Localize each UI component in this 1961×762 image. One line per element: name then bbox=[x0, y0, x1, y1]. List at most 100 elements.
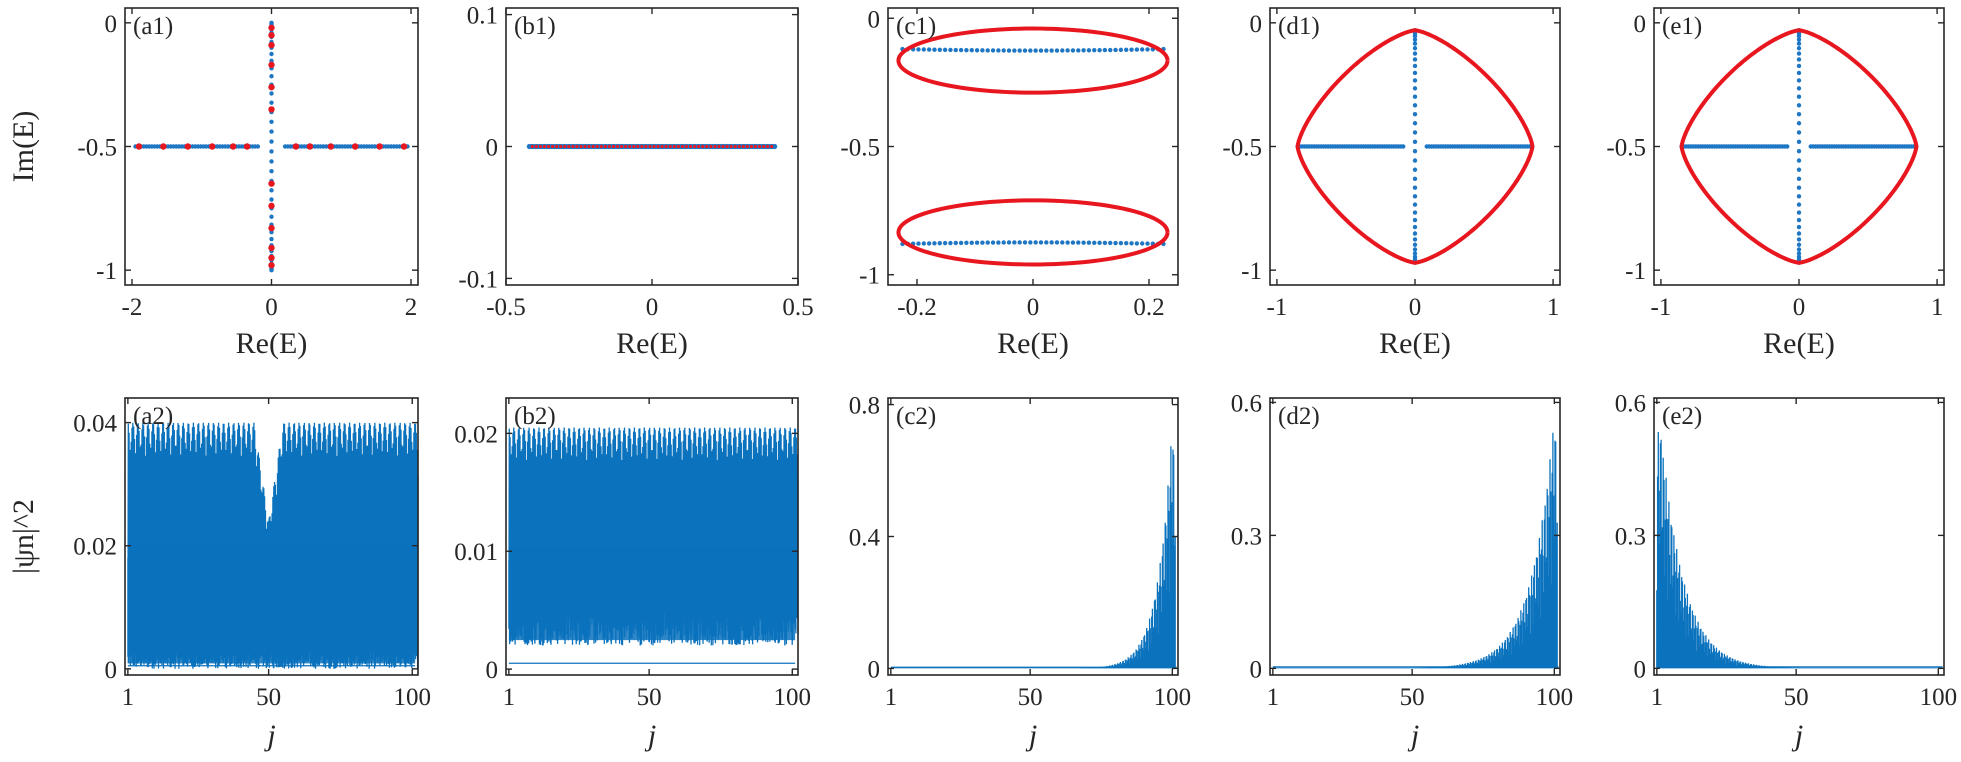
series-wavefunction bbox=[890, 446, 1177, 669]
spectrum-point bbox=[1796, 51, 1802, 56]
highlight-point bbox=[352, 143, 359, 150]
spectrum-point bbox=[1145, 47, 1150, 52]
series-loop bbox=[1295, 28, 1535, 265]
spectrum-point bbox=[1412, 202, 1418, 207]
spectrum-point bbox=[916, 47, 921, 52]
red-loop-curve bbox=[1295, 28, 1535, 265]
highlight-point bbox=[542, 144, 547, 149]
spectrum-point bbox=[1092, 48, 1097, 53]
highlight-point bbox=[268, 106, 275, 113]
spectrum-point bbox=[1081, 240, 1086, 245]
spectrum-point bbox=[1412, 94, 1418, 99]
spectrum-point bbox=[1012, 48, 1017, 53]
spectrum-point bbox=[1092, 240, 1097, 245]
spectrum-point bbox=[996, 240, 1001, 245]
spectrum-point bbox=[1022, 48, 1028, 53]
plot-area-e1 bbox=[1679, 28, 1919, 265]
spectrum-point bbox=[772, 143, 778, 150]
series-wavefunction bbox=[508, 427, 799, 664]
spectrum-point bbox=[1796, 217, 1802, 223]
y-tick-label: 0.4 bbox=[849, 525, 881, 552]
spectrum-point bbox=[1412, 237, 1418, 242]
highlight-point bbox=[644, 144, 648, 149]
x-tick-label: -0.5 bbox=[486, 294, 526, 321]
y-tick-label: 0 bbox=[1634, 656, 1647, 683]
highlight-point bbox=[709, 144, 713, 149]
spectrum-point bbox=[1044, 48, 1049, 53]
spectrum-point bbox=[1796, 254, 1802, 259]
axes-box bbox=[887, 7, 1179, 286]
spectrum-point bbox=[1796, 176, 1802, 182]
wavefunction-trace bbox=[1656, 432, 1942, 669]
spectrum-point bbox=[1044, 240, 1049, 245]
y-tick-label: 0.6 bbox=[1231, 390, 1262, 417]
spectrum-point bbox=[1796, 210, 1802, 215]
spectrum-point bbox=[1796, 94, 1802, 99]
axes-box bbox=[1653, 397, 1945, 676]
spectrum-point bbox=[1796, 70, 1802, 76]
highlight-point bbox=[749, 144, 754, 149]
spectrum-point bbox=[1412, 63, 1418, 69]
spectrum-point bbox=[1086, 240, 1092, 245]
y-tick-label: 0.3 bbox=[1231, 523, 1262, 550]
spectrum-point bbox=[1412, 139, 1418, 145]
spectrum-point bbox=[932, 241, 937, 246]
spectrum-point bbox=[1796, 194, 1802, 199]
x-tick-label: -1 bbox=[1650, 294, 1671, 321]
frame-e1: -1 0 1 -1 -0.5 0 (e1) Re(E) bbox=[1606, 7, 1945, 360]
spectrum-point bbox=[990, 48, 996, 53]
highlight-point bbox=[595, 144, 599, 149]
spectrum-point bbox=[948, 47, 953, 53]
highlight-point bbox=[766, 144, 770, 149]
highlight-point bbox=[530, 144, 534, 149]
spectrum-point bbox=[1022, 240, 1028, 245]
spectrum-point bbox=[948, 240, 953, 246]
highlight-point bbox=[725, 144, 729, 149]
x-tick-label: 0 bbox=[265, 294, 278, 321]
y-axis-title: Im(E) bbox=[7, 111, 40, 183]
x-tick-label: 50 bbox=[1018, 684, 1043, 711]
axes-box bbox=[505, 397, 799, 676]
highlight-point bbox=[733, 144, 737, 149]
series-wavefunction bbox=[127, 422, 419, 669]
spectrum-point bbox=[269, 139, 274, 144]
spectrum-point bbox=[990, 240, 996, 245]
spectrum-point bbox=[1412, 37, 1418, 42]
panel-label: (b1) bbox=[514, 13, 556, 40]
spectrum-point bbox=[1118, 240, 1124, 246]
spectrum-point bbox=[958, 240, 964, 246]
spectrum-point bbox=[1060, 240, 1065, 245]
highlight-point bbox=[583, 144, 587, 149]
spectrum-point bbox=[1796, 121, 1802, 126]
spectrum-point bbox=[1796, 57, 1802, 62]
spectrum-point bbox=[1796, 86, 1802, 91]
x-tick-label: 100 bbox=[774, 684, 812, 711]
spectrum-point bbox=[1065, 240, 1070, 245]
frame-c2: 1 50 100 0 0.4 0.8 (c2) j bbox=[849, 393, 1191, 752]
x-tick-label: 50 bbox=[256, 684, 281, 711]
highlight-point bbox=[268, 202, 275, 210]
highlight-point bbox=[664, 144, 668, 149]
x-tick-label: 100 bbox=[1536, 684, 1574, 711]
highlight-point bbox=[591, 144, 595, 149]
highlight-point bbox=[268, 244, 275, 252]
spectrum-point bbox=[1796, 78, 1802, 83]
highlight-point bbox=[611, 144, 616, 149]
highlight-point bbox=[268, 262, 275, 269]
wavefunction-band bbox=[127, 545, 416, 664]
spectrum-point bbox=[1118, 47, 1124, 53]
panel-label: (a2) bbox=[133, 403, 173, 430]
highlight-point bbox=[306, 143, 314, 150]
spectrum-point bbox=[1054, 48, 1060, 53]
series-spectrum bbox=[1679, 28, 1919, 265]
highlight-point bbox=[741, 144, 745, 149]
spectrum-point bbox=[1796, 158, 1802, 163]
highlight-point bbox=[770, 144, 774, 149]
series-wavefunction bbox=[1272, 432, 1559, 669]
panel-e2: 1 50 100 0 0.3 0.6 (e2) j bbox=[1615, 390, 1957, 752]
spectrum-point bbox=[1412, 217, 1418, 223]
highlight-point bbox=[268, 224, 275, 232]
spectrum-point bbox=[1124, 47, 1129, 52]
highlight-point bbox=[717, 144, 721, 149]
spectrum-point bbox=[1412, 130, 1418, 135]
